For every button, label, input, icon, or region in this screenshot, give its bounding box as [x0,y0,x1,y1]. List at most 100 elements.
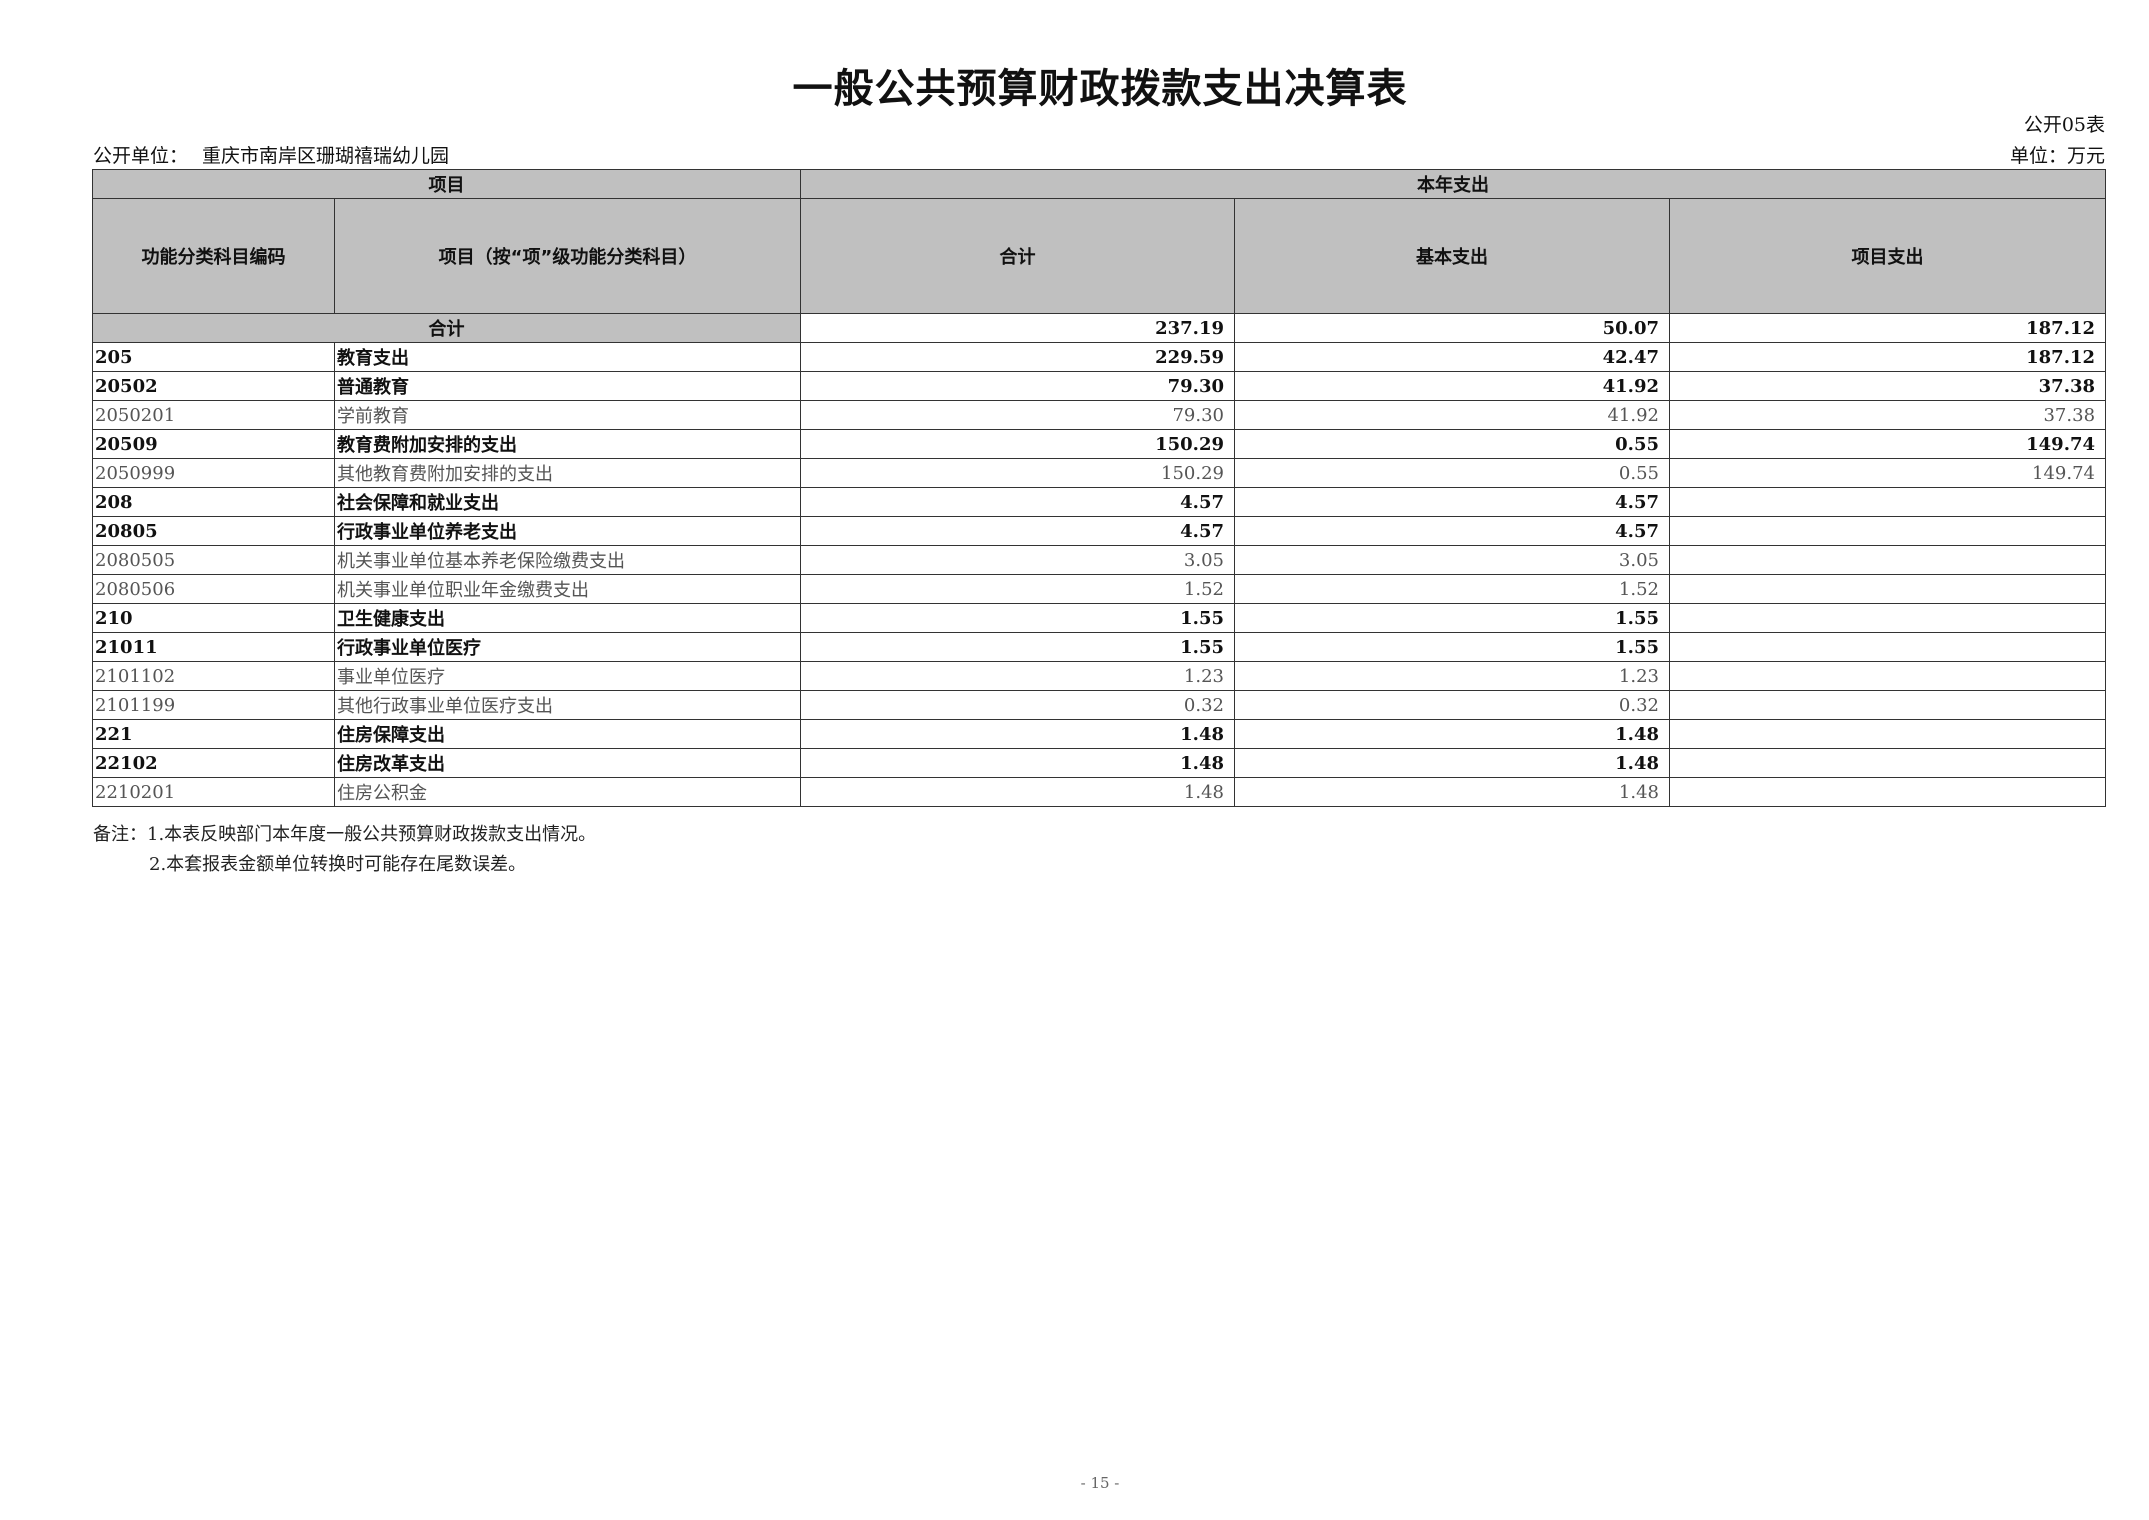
table-row: 20502 普通教育 79.30 41.92 37.38 [92,371,2107,401]
total-label: 合计 [92,313,801,343]
row-basic: 1.55 [1234,603,1670,633]
row-project: 37.38 [1668,371,2107,401]
row-project [1668,748,2107,778]
row-name: 住房改革支出 [334,748,801,778]
row-project [1668,574,2107,604]
table-row: 2101102 事业单位医疗 1.23 1.23 [92,661,2107,691]
table-row: 205 教育支出 229.59 42.47 187.12 [92,342,2107,372]
table-row: 2050201 学前教育 79.30 41.92 37.38 [92,400,2107,430]
row-project [1668,516,2107,546]
reporting-unit-label: 公开单位： [93,145,189,167]
table-row: 2210201 住房公积金 1.48 1.48 [92,777,2107,807]
row-project: 149.74 [1668,458,2107,488]
row-basic: 1.52 [1234,574,1670,604]
row-total: 150.29 [800,458,1235,488]
header-basic: 基本支出 [1234,198,1670,314]
page-number: - 15 - [1080,1474,1120,1492]
table-row: 22102 住房改革支出 1.48 1.48 [92,748,2107,778]
row-project [1668,545,2107,575]
row-project: 37.38 [1668,400,2107,430]
header-project: 项目 [92,169,801,199]
row-project [1668,777,2107,807]
row-code: 20502 [92,371,335,401]
row-code: 20509 [92,429,335,459]
table-row: 2101199 其他行政事业单位医疗支出 0.32 0.32 [92,690,2107,720]
table-row: 2080506 机关事业单位职业年金缴费支出 1.52 1.52 [92,574,2107,604]
total-basic: 50.07 [1234,313,1670,343]
table-number: 公开05表 [2023,114,2105,136]
row-name: 住房公积金 [334,777,801,807]
row-project [1668,719,2107,749]
row-code: 221 [92,719,335,749]
row-code: 2050201 [92,400,335,430]
row-name: 教育费附加安排的支出 [334,429,801,459]
row-basic: 4.57 [1234,516,1670,546]
table-row: 221 住房保障支出 1.48 1.48 [92,719,2107,749]
total-amount: 237.19 [800,313,1235,343]
row-code: 2080506 [92,574,335,604]
table-row: 2080505 机关事业单位基本养老保险缴费支出 3.05 3.05 [92,545,2107,575]
row-basic: 41.92 [1234,371,1670,401]
table-row: 2050999 其他教育费附加安排的支出 150.29 0.55 149.74 [92,458,2107,488]
header-name: 项目（按“项”级功能分类科目） [334,198,801,314]
row-basic: 1.48 [1234,748,1670,778]
row-total: 1.55 [800,603,1235,633]
row-total: 79.30 [800,371,1235,401]
row-total: 3.05 [800,545,1235,575]
row-basic: 0.32 [1234,690,1670,720]
row-name: 机关事业单位基本养老保险缴费支出 [334,545,801,575]
row-total: 229.59 [800,342,1235,372]
row-code: 2050999 [92,458,335,488]
row-code: 21011 [92,632,335,662]
row-code: 205 [92,342,335,372]
table-row: 20509 教育费附加安排的支出 150.29 0.55 149.74 [92,429,2107,459]
row-name: 社会保障和就业支出 [334,487,801,517]
reporting-unit-name: 重庆市南岸区珊瑚禧瑞幼儿园 [202,145,450,167]
row-project: 187.12 [1668,342,2107,372]
row-name: 教育支出 [334,342,801,372]
table-row: 208 社会保障和就业支出 4.57 4.57 [92,487,2107,517]
row-project [1668,690,2107,720]
row-code: 20805 [92,516,335,546]
row-name: 行政事业单位医疗 [334,632,801,662]
currency-unit: 单位：万元 [2009,145,2105,167]
total-project: 187.12 [1668,313,2107,343]
row-project [1668,487,2107,517]
header-current-year: 本年支出 [799,169,2107,199]
row-total: 0.32 [800,690,1235,720]
row-code: 2080505 [92,545,335,575]
table-row: 210 卫生健康支出 1.55 1.55 [92,603,2107,633]
row-basic: 3.05 [1234,545,1670,575]
row-total: 1.55 [800,632,1235,662]
table-row: 20805 行政事业单位养老支出 4.57 4.57 [92,516,2107,546]
row-total: 4.57 [800,487,1235,517]
header-total: 合计 [800,198,1235,314]
row-total: 1.23 [800,661,1235,691]
row-total: 1.48 [800,777,1235,807]
total-row: 合计 237.19 50.07 187.12 [92,313,2107,343]
row-basic: 41.92 [1234,400,1670,430]
row-basic: 1.23 [1234,661,1670,691]
row-total: 79.30 [800,400,1235,430]
row-basic: 42.47 [1234,342,1670,372]
row-name: 其他教育费附加安排的支出 [334,458,801,488]
expenditure-table: 项目 本年支出 功能分类科目编码 项目（按“项”级功能分类科目） 合计 基本支出… [92,169,2107,807]
row-name: 机关事业单位职业年金缴费支出 [334,574,801,604]
row-name: 其他行政事业单位医疗支出 [334,690,801,720]
page-title: 一般公共预算财政拨款支出决算表 [792,66,1408,112]
row-code: 22102 [92,748,335,778]
notes: 备注：1.本表反映部门本年度一般公共预算财政拨款支出情况。 2.本套报表金额单位… [93,820,596,880]
row-project [1668,661,2107,691]
note-1: 备注：1.本表反映部门本年度一般公共预算财政拨款支出情况。 [93,824,597,845]
row-basic: 1.55 [1234,632,1670,662]
row-code: 2210201 [92,777,335,807]
row-total: 4.57 [800,516,1235,546]
table-row: 21011 行政事业单位医疗 1.55 1.55 [92,632,2107,662]
row-name: 住房保障支出 [334,719,801,749]
row-total: 1.52 [800,574,1235,604]
row-name: 普通教育 [334,371,801,401]
note-2: 2.本套报表金额单位转换时可能存在尾数误差。 [149,854,527,875]
row-project [1668,603,2107,633]
row-name: 卫生健康支出 [334,603,801,633]
row-code: 2101102 [92,661,335,691]
